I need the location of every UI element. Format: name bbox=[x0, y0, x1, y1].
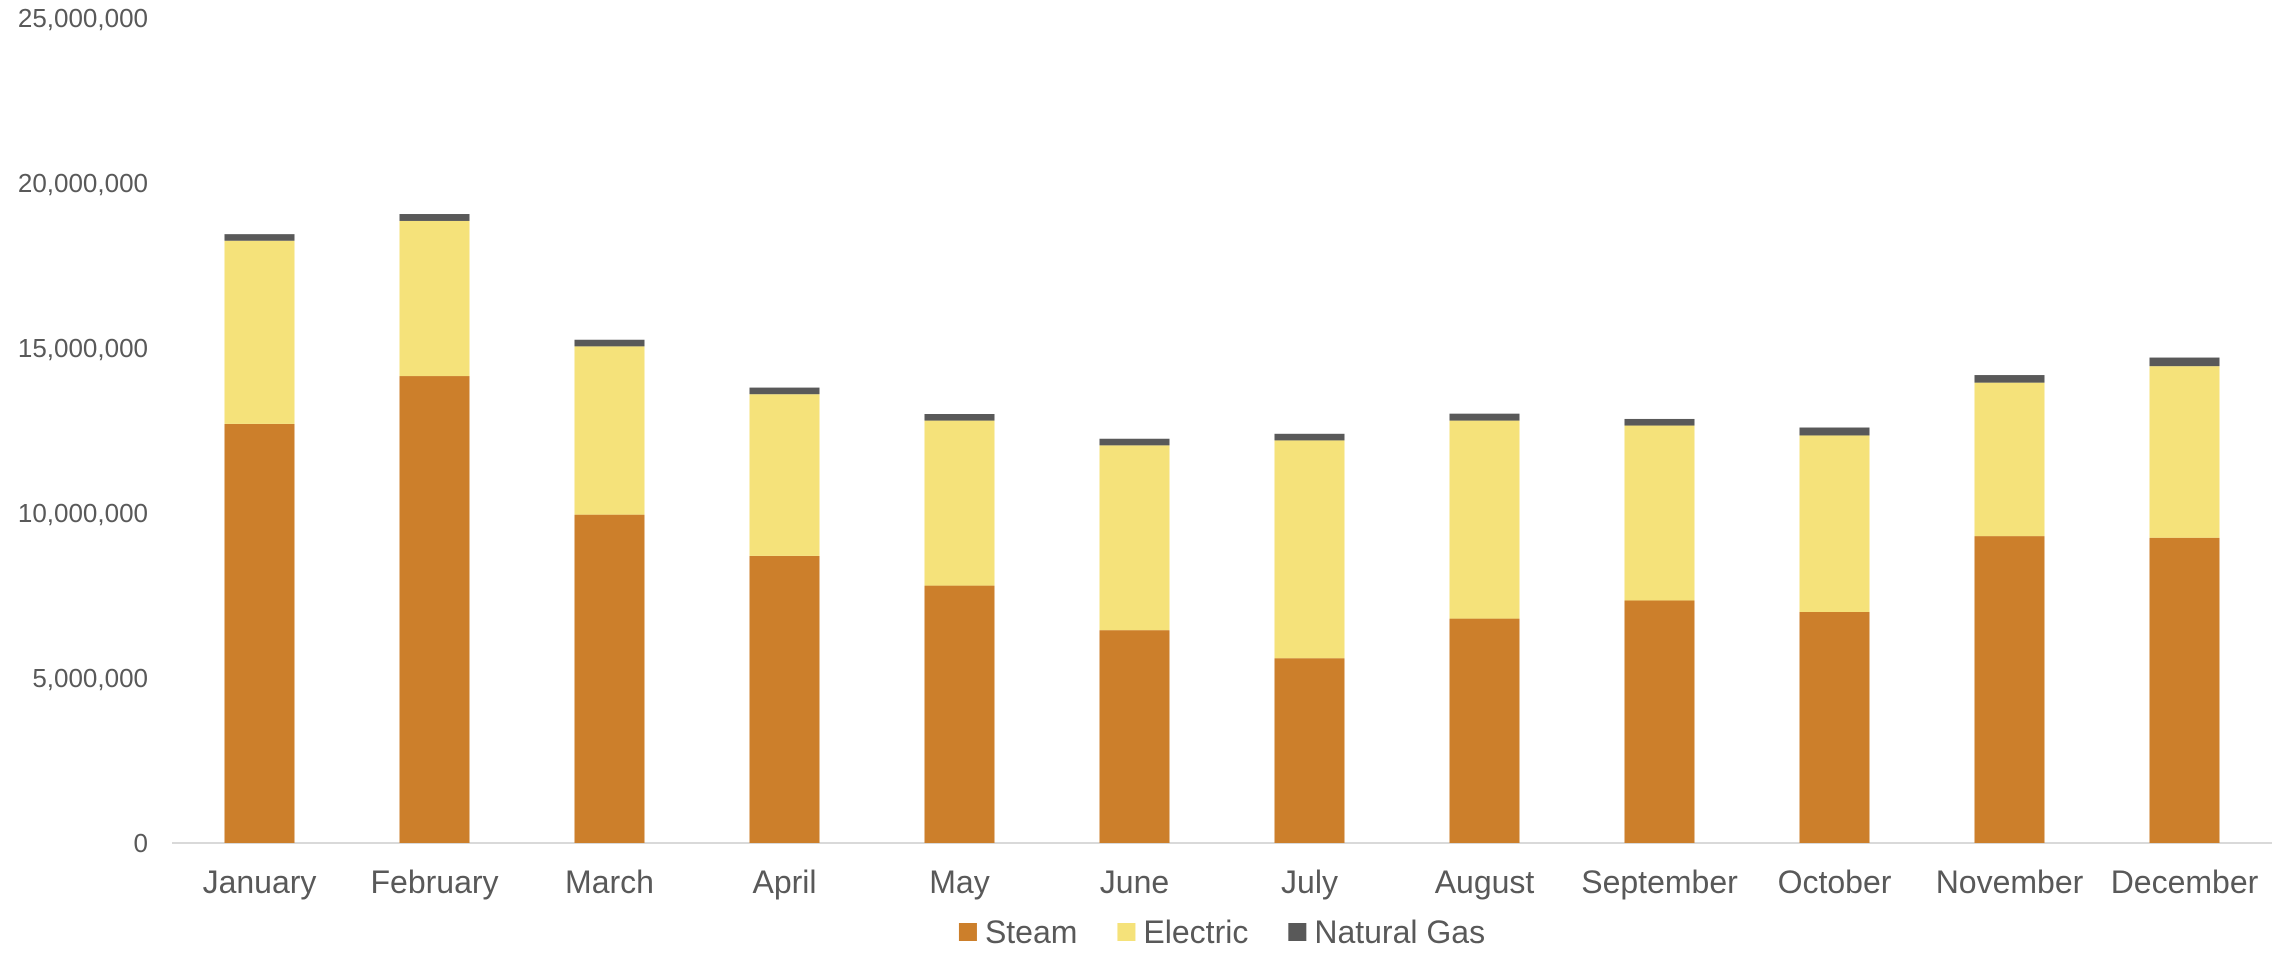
legend-label: Electric bbox=[1143, 914, 1248, 950]
legend-item-electric: Electric bbox=[1117, 914, 1248, 950]
bar-electric-september bbox=[1624, 425, 1695, 601]
y-axis-ticks: 0 5,000,000 10,000,000 15,000,000 20,000,000… bbox=[18, 3, 148, 858]
bar-steam-august bbox=[1449, 618, 1520, 843]
x-tick-label: April bbox=[752, 864, 816, 900]
y-tick-label: 0 bbox=[134, 828, 148, 858]
legend: Steam Electric Natural Gas bbox=[958, 914, 1485, 950]
x-tick-label: August bbox=[1435, 864, 1535, 900]
bar-steam-december bbox=[2149, 537, 2220, 843]
bar-steam-july bbox=[1274, 658, 1345, 843]
x-tick-label: March bbox=[565, 864, 654, 900]
bar-stack-march bbox=[574, 339, 645, 843]
bar-natural-gas-july bbox=[1274, 433, 1345, 441]
bar-natural-gas-june bbox=[1099, 438, 1170, 446]
bar-natural-gas-may bbox=[924, 414, 995, 421]
bar-stack-august bbox=[1449, 413, 1520, 843]
bar-stack-september bbox=[1624, 418, 1695, 843]
bar-steam-september bbox=[1624, 600, 1695, 843]
bar-steam-june bbox=[1099, 630, 1170, 843]
bar-natural-gas-april bbox=[749, 387, 820, 395]
bar-natural-gas-november bbox=[1974, 375, 2045, 383]
bar-stack-january bbox=[224, 234, 295, 843]
bar-electric-may bbox=[924, 420, 995, 586]
legend-item-natural-gas: Natural Gas bbox=[1288, 914, 1485, 950]
bar-electric-august bbox=[1449, 420, 1520, 619]
legend-swatch bbox=[1288, 923, 1307, 941]
bar-stack-december bbox=[2149, 357, 2220, 843]
x-tick-label: May bbox=[929, 864, 989, 900]
bar-stack-october bbox=[1799, 427, 1870, 843]
bar-natural-gas-august bbox=[1449, 413, 1520, 421]
x-tick-label: February bbox=[370, 864, 498, 900]
y-tick-label: 5,000,000 bbox=[32, 663, 148, 693]
bar-natural-gas-october bbox=[1799, 427, 1870, 436]
bar-electric-february bbox=[399, 220, 470, 377]
bar-stack-june bbox=[1099, 438, 1170, 843]
x-tick-label: September bbox=[1581, 864, 1738, 900]
bar-steam-may bbox=[924, 585, 995, 843]
y-tick-label: 20,000,000 bbox=[18, 168, 148, 198]
legend-item-steam: Steam bbox=[958, 914, 1077, 950]
bar-natural-gas-september bbox=[1624, 418, 1695, 426]
bar-electric-december bbox=[2149, 366, 2220, 538]
y-tick-label: 25,000,000 bbox=[18, 3, 148, 33]
bar-electric-june bbox=[1099, 445, 1170, 631]
bar-stack-july bbox=[1274, 433, 1345, 843]
legend-swatch bbox=[1117, 923, 1136, 941]
bar-natural-gas-march bbox=[574, 339, 645, 347]
bar-stack-april bbox=[749, 387, 820, 843]
bar-electric-july bbox=[1274, 440, 1345, 659]
legend-label: Steam bbox=[985, 914, 1077, 950]
bar-electric-october bbox=[1799, 435, 1870, 612]
bar-steam-october bbox=[1799, 612, 1870, 843]
y-tick-label: 10,000,000 bbox=[18, 498, 148, 528]
bar-natural-gas-december bbox=[2149, 357, 2220, 367]
bar-steam-november bbox=[1974, 536, 2045, 843]
x-tick-label: November bbox=[1936, 864, 2084, 900]
bar-steam-april bbox=[749, 555, 820, 843]
bar-steam-march bbox=[574, 514, 645, 843]
legend-swatch bbox=[958, 923, 977, 941]
bar-electric-march bbox=[574, 346, 645, 515]
bar-electric-january bbox=[224, 240, 295, 424]
bar-electric-november bbox=[1974, 382, 2045, 537]
x-axis-labels: January February March April May June July Augu… bbox=[203, 864, 2259, 900]
bar-natural-gas-february bbox=[399, 214, 470, 221]
x-tick-label: December bbox=[2111, 864, 2259, 900]
bar-natural-gas-january bbox=[224, 234, 295, 241]
y-tick-label: 15,000,000 bbox=[18, 333, 148, 363]
legend-label: Natural Gas bbox=[1314, 914, 1485, 950]
bar-stack-february bbox=[399, 214, 470, 843]
bars bbox=[224, 214, 2220, 843]
bar-electric-april bbox=[749, 394, 820, 556]
bar-steam-january bbox=[224, 423, 295, 843]
bar-stack-may bbox=[924, 414, 995, 843]
x-tick-label: October bbox=[1778, 864, 1892, 900]
x-tick-label: January bbox=[203, 864, 317, 900]
x-tick-label: July bbox=[1281, 864, 1338, 900]
bar-stack-november bbox=[1974, 375, 2045, 843]
bar-steam-february bbox=[399, 376, 470, 843]
x-tick-label: June bbox=[1100, 864, 1169, 900]
